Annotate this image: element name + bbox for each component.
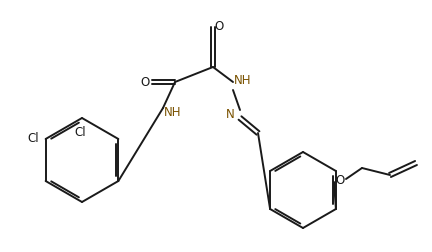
Text: O: O (214, 20, 224, 34)
Text: NH: NH (164, 106, 182, 118)
Text: N: N (226, 108, 235, 120)
Text: O: O (335, 173, 345, 186)
Text: O: O (140, 76, 149, 88)
Text: Cl: Cl (28, 133, 39, 145)
Text: Cl: Cl (74, 125, 86, 139)
Text: NH: NH (234, 74, 252, 86)
